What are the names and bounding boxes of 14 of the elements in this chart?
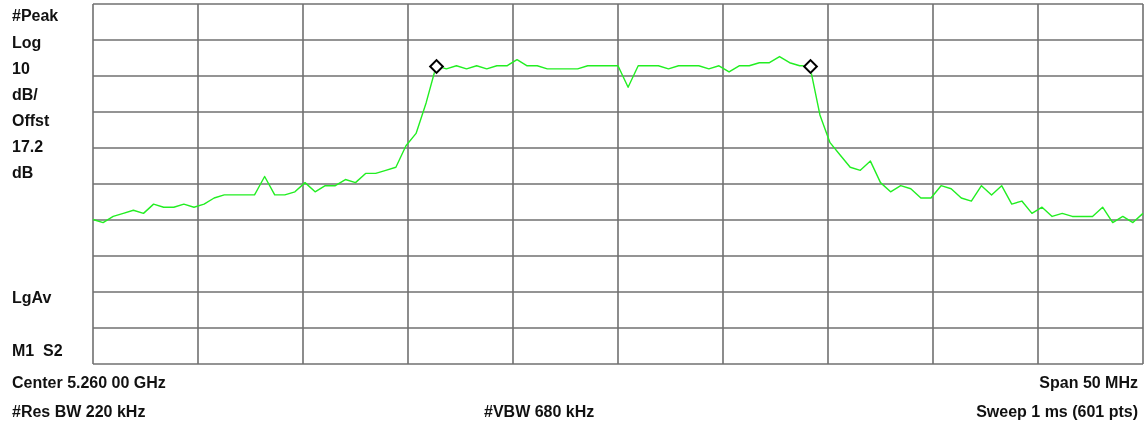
text: LgAv: [12, 288, 52, 308]
text: Offst: [12, 111, 50, 131]
text: Log: [12, 33, 42, 53]
text: dB/: [12, 85, 38, 105]
text: Center 5.260 00 GHz: [12, 373, 166, 393]
text: #Peak: [12, 6, 59, 26]
text: #Res BW 220 kHz: [12, 402, 146, 422]
text: dB: [12, 163, 34, 183]
text: M1 S2: [12, 341, 63, 361]
text: 17.2: [12, 137, 44, 157]
text: 10: [12, 59, 30, 79]
text: #VBW 680 kHz: [484, 402, 595, 422]
text: Span 50 MHz: [1039, 373, 1138, 393]
text: Sweep 1 ms (601 pts): [976, 402, 1138, 422]
